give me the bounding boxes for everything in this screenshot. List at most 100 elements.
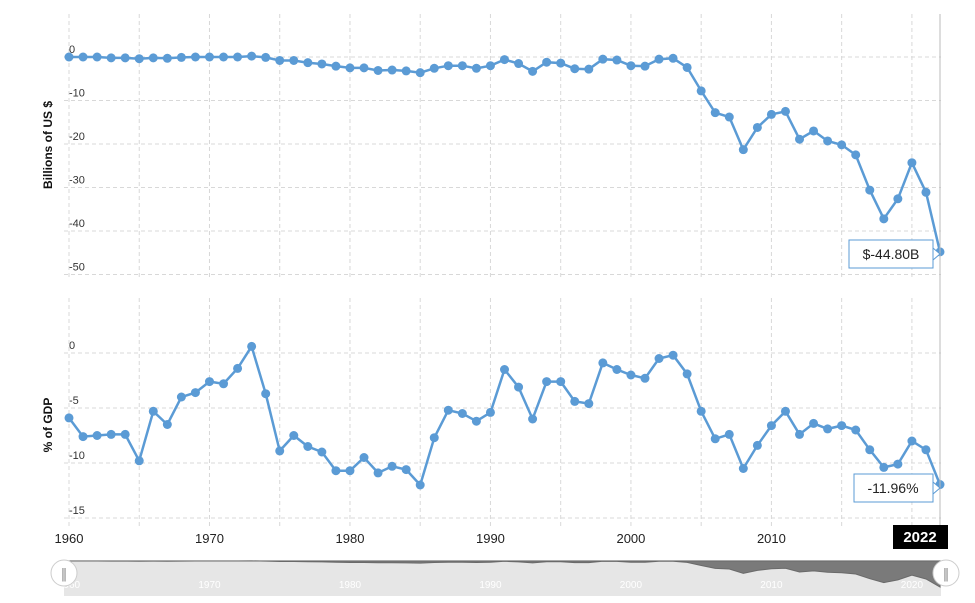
point-gdp-1976 [289, 431, 299, 440]
point-gdp-1998 [598, 358, 608, 368]
point-billions-1999 [612, 55, 622, 65]
point-billions-2014 [823, 136, 833, 146]
point-billions-1976 [289, 55, 299, 65]
point-gdp-1990 [485, 407, 495, 417]
point-billions-1992 [514, 59, 524, 69]
ylabel-billions: Billions of US $ [41, 101, 55, 189]
point-billions-2000 [626, 61, 636, 71]
point-billions-2007 [724, 112, 734, 122]
xtick-label: 1990 [476, 531, 505, 546]
point-billions-1960 [64, 52, 74, 62]
navigator[interactable]: 1960 1970 1980 1990 2000 2010 2020 ‖ ‖ [50, 559, 960, 596]
point-gdp-1961 [78, 432, 88, 442]
year-badge: 2022 [893, 525, 948, 549]
point-billions-1973 [247, 51, 257, 61]
point-billions-1965 [134, 54, 144, 64]
point-billions-1998 [598, 54, 608, 64]
navigator-series-area [69, 560, 941, 588]
point-gdp-2018 [879, 462, 889, 472]
point-gdp-1991 [500, 365, 509, 374]
navigator-handle-left[interactable]: ‖ [50, 559, 78, 587]
point-gdp-1999 [612, 365, 622, 374]
point-gdp-1962 [92, 431, 102, 440]
point-gdp-1992 [514, 382, 524, 392]
point-gdp-1978 [317, 447, 327, 457]
point-gdp-1996 [570, 396, 580, 406]
point-billions-2013 [809, 126, 819, 136]
point-billions-1991 [500, 55, 509, 65]
navigator-tick-label: 2010 [760, 580, 783, 591]
point-billions-1996 [570, 64, 580, 74]
point-gdp-2004 [682, 369, 692, 379]
point-gdp-1973 [247, 341, 257, 351]
point-billions-2021 [921, 187, 931, 197]
point-billions-1981 [359, 63, 369, 73]
navigator-tick-label: 1970 [198, 580, 221, 591]
point-gdp-1986 [429, 433, 439, 443]
point-gdp-2003 [668, 350, 678, 360]
series-points-gdp [64, 341, 945, 490]
point-billions-1967 [162, 53, 172, 63]
point-gdp-1979 [331, 466, 341, 476]
point-gdp-1987 [443, 405, 453, 415]
point-billions-2019 [893, 194, 903, 204]
ytick-label-billions: -20 [69, 131, 85, 143]
point-billions-2015 [837, 140, 847, 150]
ytick-label-gdp: -5 [69, 395, 79, 407]
point-billions-1995 [556, 58, 566, 68]
point-gdp-2001 [640, 373, 650, 383]
point-gdp-1988 [457, 409, 467, 418]
point-gdp-1972 [233, 363, 243, 373]
point-billions-2001 [640, 61, 650, 71]
point-gdp-2014 [823, 424, 833, 434]
point-billions-1980 [345, 63, 355, 73]
navigator-handle-right-icon: ‖ [943, 567, 950, 582]
xtick-label: 2010 [757, 531, 786, 546]
point-billions-2008 [738, 145, 748, 155]
point-billions-2004 [682, 62, 692, 72]
point-gdp-2009 [752, 440, 762, 450]
point-billions-2011 [780, 106, 790, 116]
point-billions-1974 [261, 52, 271, 62]
navigator-tick-label: 1990 [479, 580, 502, 591]
navigator-handle-left-icon: ‖ [61, 567, 68, 582]
point-billions-1982 [373, 65, 383, 75]
point-gdp-2021 [921, 445, 931, 455]
point-gdp-1993 [528, 414, 538, 424]
xtick-label: 1970 [195, 531, 224, 546]
point-gdp-1967 [162, 420, 172, 429]
tooltip-gdp-text: -11.96% [867, 480, 918, 496]
year-badge-text: 2022 [903, 529, 936, 546]
point-gdp-1995 [556, 377, 566, 387]
navigator-tick-label: 2000 [620, 580, 643, 591]
yticks-gdp: 0 -5 -10 -15 [69, 340, 85, 517]
ytick-label-billions: -10 [69, 88, 85, 100]
point-gdp-2016 [851, 425, 861, 435]
point-gdp-2017 [865, 445, 875, 455]
point-billions-2016 [851, 150, 861, 160]
point-billions-1971 [219, 52, 229, 62]
navigator-handle-right[interactable]: ‖ [932, 559, 960, 587]
point-gdp-1994 [542, 377, 552, 387]
point-gdp-1985 [415, 480, 425, 490]
ytick-label-billions: -50 [69, 262, 85, 274]
point-billions-1977 [303, 58, 313, 68]
point-billions-2006 [710, 108, 720, 118]
point-gdp-1980 [345, 466, 355, 476]
point-billions-2002 [654, 54, 664, 64]
point-billions-1988 [457, 61, 467, 71]
ytick-label-gdp: -10 [69, 450, 85, 462]
point-gdp-1997 [584, 399, 594, 409]
point-gdp-2005 [696, 406, 706, 416]
point-billions-1966 [148, 53, 158, 63]
point-billions-1989 [471, 63, 481, 73]
grid-billions [64, 14, 941, 280]
point-billions-1985 [415, 68, 425, 78]
point-gdp-1971 [219, 379, 229, 389]
point-billions-1979 [331, 61, 341, 71]
point-billions-2012 [795, 134, 805, 144]
navigator-tick-label: 2020 [901, 580, 924, 591]
navigator-tick-label: 1980 [339, 580, 362, 591]
yticks-billions: 0 -10 -20 -30 -40 -50 [69, 44, 85, 274]
point-gdp-1965 [134, 456, 144, 466]
